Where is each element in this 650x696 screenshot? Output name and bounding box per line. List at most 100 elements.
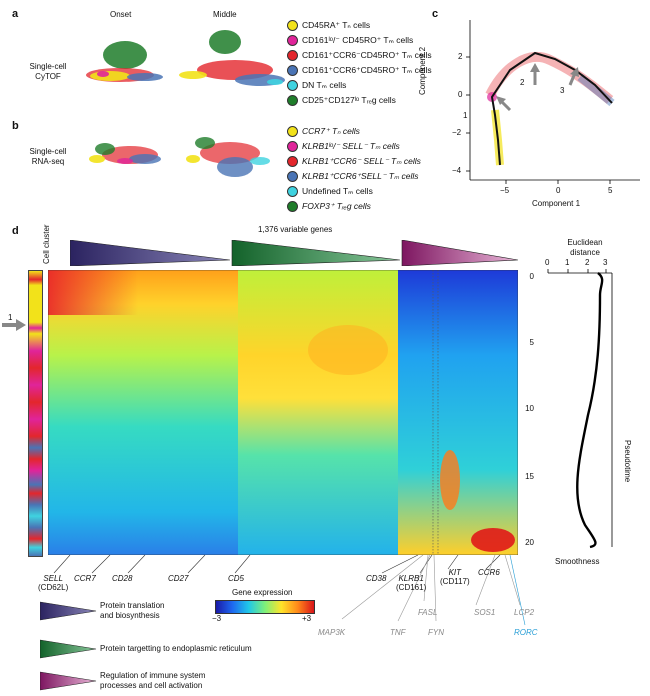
gene-label-sos1: SOS1: [474, 608, 496, 617]
smoothness-label: Smoothness: [555, 557, 600, 566]
panel-c-label: c: [432, 8, 439, 20]
panel-d-label: d: [12, 225, 19, 237]
pseudo-tick: 5: [529, 338, 534, 347]
cytof-legend-item: CD161ˡᵒ/⁻ CD45RO⁺ Tₘ cells: [287, 33, 432, 48]
euclid-label: Euclidean distance: [555, 238, 615, 258]
module-2-triangle: [231, 240, 401, 266]
legend-dot: [287, 65, 298, 76]
gene-label-map3k: MAP3K: [318, 628, 346, 637]
gene-label-cd27: CD27: [168, 574, 189, 583]
gene-label-sell: SELL (CD62L): [38, 574, 68, 592]
legend-dot: [287, 20, 298, 31]
gene-name: KLRB1: [398, 574, 424, 583]
legend-dot: [287, 186, 298, 197]
c-ylabel: Component 2: [418, 46, 427, 95]
gene-label-cd28: CD28: [112, 574, 133, 583]
cytof-legend-item: CD161⁺CCR6⁺CD45RO⁺ Tₘ cells: [287, 63, 432, 78]
module-legend-line: Protein targetting to endoplasmic reticu…: [100, 644, 252, 653]
gene-name: SELL: [43, 574, 63, 583]
pseudo-tick: 10: [525, 404, 534, 413]
trajectory-plot: [466, 20, 640, 184]
trajectory-arrow-2-label: 2: [520, 78, 525, 87]
euclid-line1: Euclidean: [567, 238, 603, 247]
c-ytick: 0: [458, 90, 463, 99]
trajectory-arrow-3-label: 3: [560, 86, 565, 95]
cytof-legend: CD45RA⁺ Tₙ cells CD161ˡᵒ/⁻ CD45RO⁺ Tₘ ce…: [287, 18, 432, 108]
gene-label-cd38: CD38: [366, 574, 387, 583]
module-legend-item-2: Protein targetting to endoplasmic reticu…: [40, 638, 252, 660]
cell-cluster-label: Cell cluster: [42, 224, 51, 264]
genes-title: 1,376 variable genes: [258, 225, 333, 234]
module-legend-item-1: Protein translation and biosynthesis: [40, 600, 164, 622]
gene-label-klrb1: KLRB1 (CD161): [396, 574, 426, 592]
legend-dot: [287, 171, 298, 182]
c-ytick: −4: [452, 166, 462, 175]
module-legend-triangle: [40, 639, 97, 659]
pseudo-tick: 20: [525, 538, 534, 547]
gene-label-cd5: CD5: [228, 574, 245, 583]
gene-label-fyn: FYN: [428, 628, 444, 637]
expression-heatmap: [48, 270, 518, 555]
gene-name: KIT: [448, 568, 462, 577]
legend-text: KLRB1⁺CCR6⁻ SELL⁻ Tₘ cells: [302, 156, 421, 166]
legend-text: DN Tₘ cells: [302, 80, 347, 90]
pseudotime-label: Pseudotime: [623, 440, 632, 483]
row-label-line1: Single-cell: [29, 147, 67, 156]
legend-text: CD25⁺CD127ˡᵒ Tᵣₑg cells: [302, 95, 396, 105]
c-ytick: −2: [452, 128, 462, 137]
module-legend-line: and biosynthesis: [100, 611, 160, 620]
legend-dot: [287, 80, 298, 91]
legend-dot: [287, 95, 298, 106]
onset-header: Onset: [110, 10, 132, 19]
gene-sub: (CD161): [396, 583, 427, 592]
cytof-row-label: Single-cell CyTOF: [26, 62, 70, 82]
colorbar-title: Gene expression: [232, 588, 293, 597]
gene-label-tnf: TNF: [390, 628, 406, 637]
rnaseq-row-label: Single-cell RNA-seq: [26, 147, 70, 167]
legend-dot: [287, 50, 298, 61]
c-xlabel: Component 1: [532, 199, 581, 208]
cytof-legend-item: DN Tₘ cells: [287, 78, 432, 93]
module-1-triangle: [70, 240, 231, 266]
rnaseq-scatter-plots: [89, 137, 270, 177]
colorbar-min: −3: [212, 614, 222, 623]
row-label-line1: Single-cell: [29, 62, 67, 71]
legend-text: KLRB1ˡᵒ/⁻ SELL⁻ Tₘ cells: [302, 141, 400, 151]
legend-dot: [287, 201, 298, 212]
rnaseq-legend: CCR7⁺ Tₙ cells KLRB1ˡᵒ/⁻ SELL⁻ Tₘ cells …: [287, 124, 421, 214]
legend-text: FOXP3⁺ Tᵣₑg cells: [302, 201, 371, 211]
pseudo-tick: 0: [529, 272, 534, 281]
gene-label-fasl: FASL: [418, 608, 438, 617]
smoothness-curve: [547, 269, 613, 549]
gene-label-ccr6: CCR6: [478, 568, 500, 577]
euclid-tick: 0: [545, 258, 550, 267]
gene-module-bars: [70, 240, 519, 266]
cytof-scatter-plots: [86, 30, 285, 86]
panel-a-label: a: [12, 8, 19, 20]
module-3-triangle: [401, 240, 519, 266]
pseudotime-arrow-label: 1: [8, 313, 13, 322]
gene-sub: (CD62L): [38, 583, 69, 592]
cytof-legend-item: CD161⁺CCR6⁻CD45RO⁺ Tₘ cells: [287, 48, 432, 63]
gene-label-rorc: RORC: [514, 628, 538, 637]
module-legend-item-3: Regulation of immune system processes an…: [40, 670, 205, 692]
euclid-tick: 1: [565, 258, 570, 267]
cytof-legend-item: CD45RA⁺ Tₙ cells: [287, 18, 432, 33]
gene-annotation-lines: [53, 555, 526, 626]
pseudotime-arrow-icon: [2, 319, 26, 331]
legend-dot: [287, 156, 298, 167]
euclid-tick: 3: [603, 258, 608, 267]
legend-text: CD161ˡᵒ/⁻ CD45RO⁺ Tₘ cells: [302, 35, 414, 45]
gene-label-ccr7: CCR7: [74, 574, 96, 583]
legend-text: KLRB1⁺CCR6⁺SELL⁻ Tₘ cells: [302, 171, 419, 181]
cytof-legend-item: CD25⁺CD127ˡᵒ Tᵣₑg cells: [287, 93, 432, 108]
legend-text: CCR7⁺ Tₙ cells: [302, 126, 360, 136]
rnaseq-legend-item: KLRB1ˡᵒ/⁻ SELL⁻ Tₘ cells: [287, 139, 421, 154]
rnaseq-legend-item: KLRB1⁺CCR6⁺SELL⁻ Tₘ cells: [287, 169, 421, 184]
module-legend-triangle: [40, 671, 97, 691]
legend-text: CD45RA⁺ Tₙ cells: [302, 20, 371, 30]
row-label-line2: CyTOF: [35, 72, 61, 81]
c-xtick: 5: [608, 186, 613, 195]
module-legend-line: Regulation of immune system: [100, 671, 206, 680]
c-ytick: 2: [458, 52, 463, 61]
